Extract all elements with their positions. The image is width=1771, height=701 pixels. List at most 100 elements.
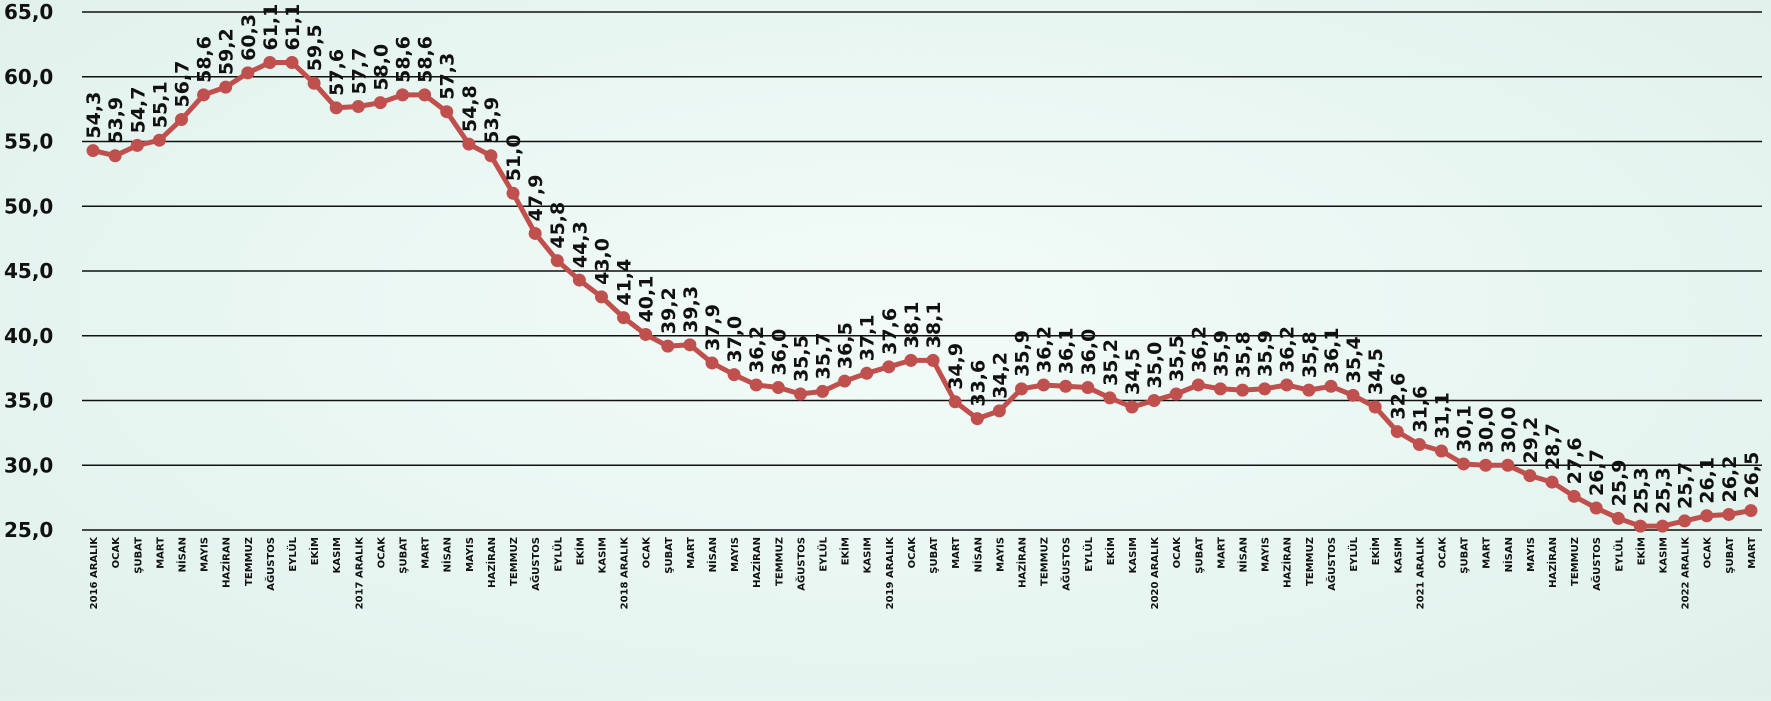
x-tick-label: MAYIS: [730, 537, 741, 572]
x-tick-label: ŞUBAT: [929, 537, 940, 574]
data-label: 35,9: [1255, 330, 1277, 377]
data-label: 53,9: [481, 97, 503, 144]
y-tick-label: 65,0: [4, 0, 53, 24]
data-label: 44,3: [569, 221, 591, 268]
data-point: [1633, 519, 1647, 533]
x-tick-label: NİSAN: [705, 537, 719, 572]
data-point: [1125, 400, 1139, 414]
data-label: 58,6: [194, 36, 216, 83]
data-point: [904, 353, 918, 367]
y-tick-label: 40,0: [4, 324, 53, 348]
data-label: 61,1: [260, 4, 282, 51]
x-tick-label: AĞUSTOS: [264, 537, 277, 591]
data-label: 28,7: [1542, 423, 1564, 470]
data-point: [1700, 509, 1714, 523]
data-label: 40,1: [636, 276, 658, 323]
data-label: 37,6: [879, 308, 901, 355]
x-tick-label: KASIM: [863, 537, 874, 573]
data-point: [1103, 391, 1117, 405]
x-tick-label: HAZİRAN: [1014, 537, 1028, 588]
data-label: 35,5: [1166, 335, 1188, 382]
data-label: 37,1: [857, 314, 879, 361]
data-label: 41,4: [614, 259, 636, 306]
data-label: 36,0: [768, 329, 790, 376]
x-tick-label: HAZİRAN: [484, 537, 498, 588]
data-point: [1744, 504, 1758, 518]
data-point: [793, 387, 807, 401]
x-tick-label: KASIM: [597, 537, 608, 573]
data-point: [860, 366, 874, 380]
x-tick-label: TEMMUZ: [1305, 537, 1316, 586]
data-point: [550, 254, 564, 268]
data-point: [307, 76, 321, 90]
data-label: 57,3: [437, 53, 459, 100]
x-tick-label: OCAK: [642, 536, 653, 569]
x-tick-label: 2020 ARALIK: [1150, 536, 1161, 610]
data-label: 26,2: [1719, 456, 1741, 503]
data-label: 30,0: [1476, 406, 1498, 453]
data-point: [705, 356, 719, 370]
x-tick-label: ŞUBAT: [664, 537, 675, 574]
x-tick-label: TEMMUZ: [1040, 537, 1051, 586]
x-tick-label: NİSAN: [174, 537, 188, 572]
data-label: 35,9: [1011, 330, 1033, 377]
data-point: [1501, 458, 1515, 472]
x-tick-label: EKİM: [307, 537, 321, 565]
data-label: 47,9: [525, 175, 547, 222]
data-point: [263, 56, 277, 70]
data-label: 56,7: [171, 61, 193, 108]
data-label: 36,2: [1034, 326, 1056, 373]
data-point: [683, 338, 697, 352]
series-line: [90, 60, 1754, 529]
x-tick-label: EKİM: [572, 537, 586, 565]
x-tick-label: MAYIS: [1526, 537, 1537, 572]
data-point: [1611, 511, 1625, 525]
data-label: 58,0: [370, 44, 392, 91]
x-tick-label: MAYIS: [200, 537, 211, 572]
data-label: 34,5: [1122, 348, 1144, 395]
data-label: 57,6: [326, 49, 348, 96]
data-label: 26,1: [1697, 457, 1719, 504]
data-label: 29,2: [1520, 417, 1542, 464]
data-point: [1722, 507, 1736, 521]
x-tick-label: OCAK: [1703, 536, 1714, 569]
data-label: 39,3: [680, 286, 702, 333]
data-label: 35,7: [813, 333, 835, 380]
data-label: 26,7: [1586, 449, 1608, 496]
data-point: [1589, 501, 1603, 515]
x-tick-label: OCAK: [907, 536, 918, 569]
x-tick-label: EKİM: [838, 537, 852, 565]
data-label: 36,5: [835, 322, 857, 369]
data-point: [948, 395, 962, 409]
data-label: 31,1: [1431, 392, 1453, 439]
data-label: 36,1: [1321, 327, 1343, 374]
x-tick-label: MART: [1216, 537, 1227, 569]
data-point: [882, 360, 896, 374]
x-tick-label: MART: [1747, 537, 1758, 569]
x-tick-label: MAYIS: [465, 537, 476, 572]
data-label: 61,1: [282, 4, 304, 51]
x-tick-label: EYLÜL: [550, 536, 564, 571]
data-label: 59,2: [216, 28, 238, 75]
data-point: [418, 88, 432, 102]
data-point: [1324, 379, 1338, 393]
x-tick-label: EYLÜL: [1346, 536, 1360, 571]
data-point: [1169, 387, 1183, 401]
data-label: 53,9: [105, 97, 127, 144]
data-label: 51,0: [503, 134, 525, 181]
data-point: [572, 273, 586, 287]
data-label: 36,2: [1277, 326, 1299, 373]
x-tick-label: TEMMUZ: [774, 537, 785, 586]
data-point: [617, 311, 631, 325]
data-point: [1434, 444, 1448, 458]
x-tick-label: EYLÜL: [1611, 536, 1625, 571]
data-label: 37,9: [702, 304, 724, 351]
data-label: 35,8: [1233, 331, 1255, 378]
data-point: [285, 56, 299, 70]
data-point: [108, 149, 122, 163]
data-point: [1302, 383, 1316, 397]
data-point: [1280, 378, 1294, 392]
x-tick-label: MAYIS: [995, 537, 1006, 572]
data-label: 54,8: [459, 85, 481, 132]
